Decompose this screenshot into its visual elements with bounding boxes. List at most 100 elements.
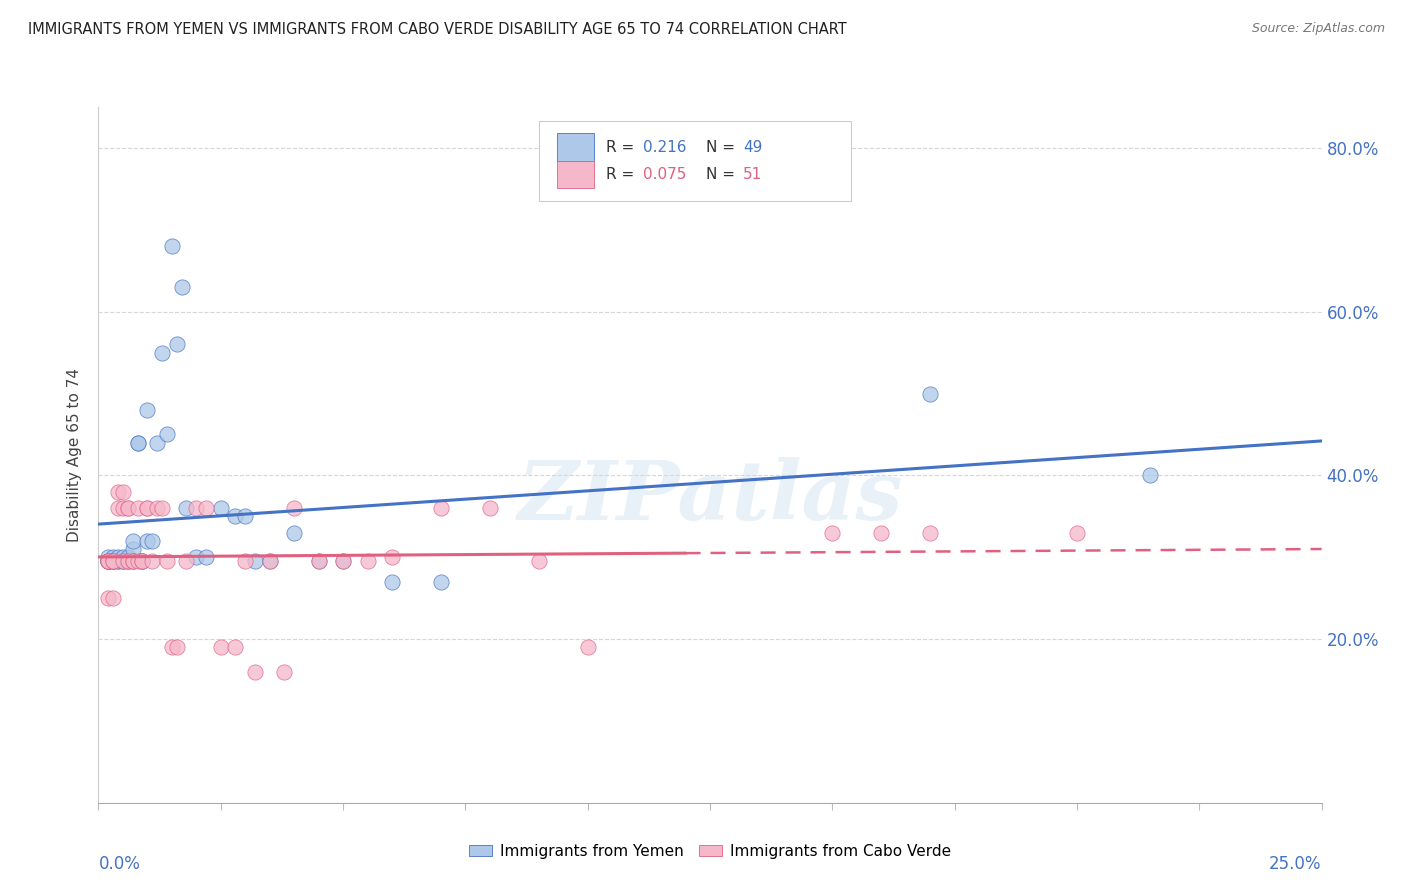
Point [121, 554, 143, 568]
Text: R =: R = [606, 167, 640, 182]
Point [101, 554, 124, 568]
Text: 0.0%: 0.0% [98, 855, 141, 873]
Point [332, 554, 354, 568]
Text: 25.0%: 25.0% [1270, 855, 1322, 873]
Point [430, 574, 453, 589]
Point [821, 525, 844, 540]
Point [97, 554, 120, 568]
Point [117, 501, 139, 516]
Point [131, 554, 153, 568]
Text: R =: R = [606, 140, 640, 155]
Text: 49: 49 [742, 140, 762, 155]
Point [870, 525, 893, 540]
Point [233, 509, 256, 524]
Point [146, 501, 169, 516]
Point [273, 665, 295, 679]
Point [131, 554, 153, 568]
Point [127, 435, 149, 450]
Point [111, 554, 134, 568]
Point [170, 280, 193, 294]
Point [101, 591, 124, 606]
Point [131, 554, 153, 568]
Point [166, 640, 188, 655]
Point [111, 554, 134, 568]
Point [97, 554, 120, 568]
Point [308, 554, 330, 568]
Point [920, 525, 942, 540]
Point [243, 665, 266, 679]
Point [224, 509, 246, 524]
Point [233, 554, 256, 568]
Point [1066, 525, 1088, 540]
Point [259, 554, 281, 568]
Point [381, 550, 404, 565]
Point [209, 640, 232, 655]
Bar [557, 161, 593, 188]
Text: IMMIGRANTS FROM YEMEN VS IMMIGRANTS FROM CABO VERDE DISABILITY AGE 65 TO 74 CORR: IMMIGRANTS FROM YEMEN VS IMMIGRANTS FROM… [28, 22, 846, 37]
Point [1139, 468, 1161, 483]
Point [107, 501, 129, 516]
Point [127, 501, 149, 516]
Point [176, 501, 198, 516]
Point [111, 501, 134, 516]
Point [97, 554, 120, 568]
Text: N =: N = [706, 140, 740, 155]
Legend: Immigrants from Yemen, Immigrants from Cabo Verde: Immigrants from Yemen, Immigrants from C… [464, 838, 956, 864]
Point [195, 501, 218, 516]
Point [111, 554, 134, 568]
Point [156, 554, 179, 568]
Point [117, 550, 139, 565]
Point [121, 554, 143, 568]
Text: Source: ZipAtlas.com: Source: ZipAtlas.com [1251, 22, 1385, 36]
Point [97, 554, 120, 568]
Point [332, 554, 354, 568]
Text: 51: 51 [742, 167, 762, 182]
Point [195, 550, 218, 565]
Point [136, 533, 159, 548]
Point [381, 574, 404, 589]
Point [150, 501, 173, 516]
Point [150, 345, 173, 359]
Point [97, 554, 120, 568]
Point [156, 427, 179, 442]
Point [117, 554, 139, 568]
Point [121, 542, 143, 557]
Point [136, 501, 159, 516]
Text: ZIPatlas: ZIPatlas [517, 457, 903, 537]
Point [478, 501, 501, 516]
Point [107, 554, 129, 568]
Text: 0.075: 0.075 [643, 167, 686, 182]
Text: N =: N = [706, 167, 740, 182]
Point [160, 239, 183, 253]
Point [97, 550, 120, 565]
Point [117, 554, 139, 568]
Point [430, 501, 453, 516]
Text: 0.216: 0.216 [643, 140, 686, 155]
Point [141, 533, 163, 548]
Point [283, 501, 305, 516]
Point [107, 554, 129, 568]
Point [131, 554, 153, 568]
Point [117, 554, 139, 568]
Point [576, 640, 599, 655]
Point [117, 501, 139, 516]
Point [97, 554, 120, 568]
Point [127, 435, 149, 450]
Point [111, 550, 134, 565]
Point [141, 554, 163, 568]
Point [166, 337, 188, 351]
Point [209, 501, 232, 516]
Point [224, 640, 246, 655]
Point [101, 554, 124, 568]
Y-axis label: Disability Age 65 to 74: Disability Age 65 to 74 [67, 368, 83, 542]
Point [186, 550, 208, 565]
Point [527, 554, 550, 568]
Point [121, 533, 143, 548]
Point [101, 554, 124, 568]
Point [920, 386, 942, 401]
Point [243, 554, 266, 568]
Point [160, 640, 183, 655]
Point [107, 484, 129, 499]
Point [136, 403, 159, 417]
Point [97, 591, 120, 606]
